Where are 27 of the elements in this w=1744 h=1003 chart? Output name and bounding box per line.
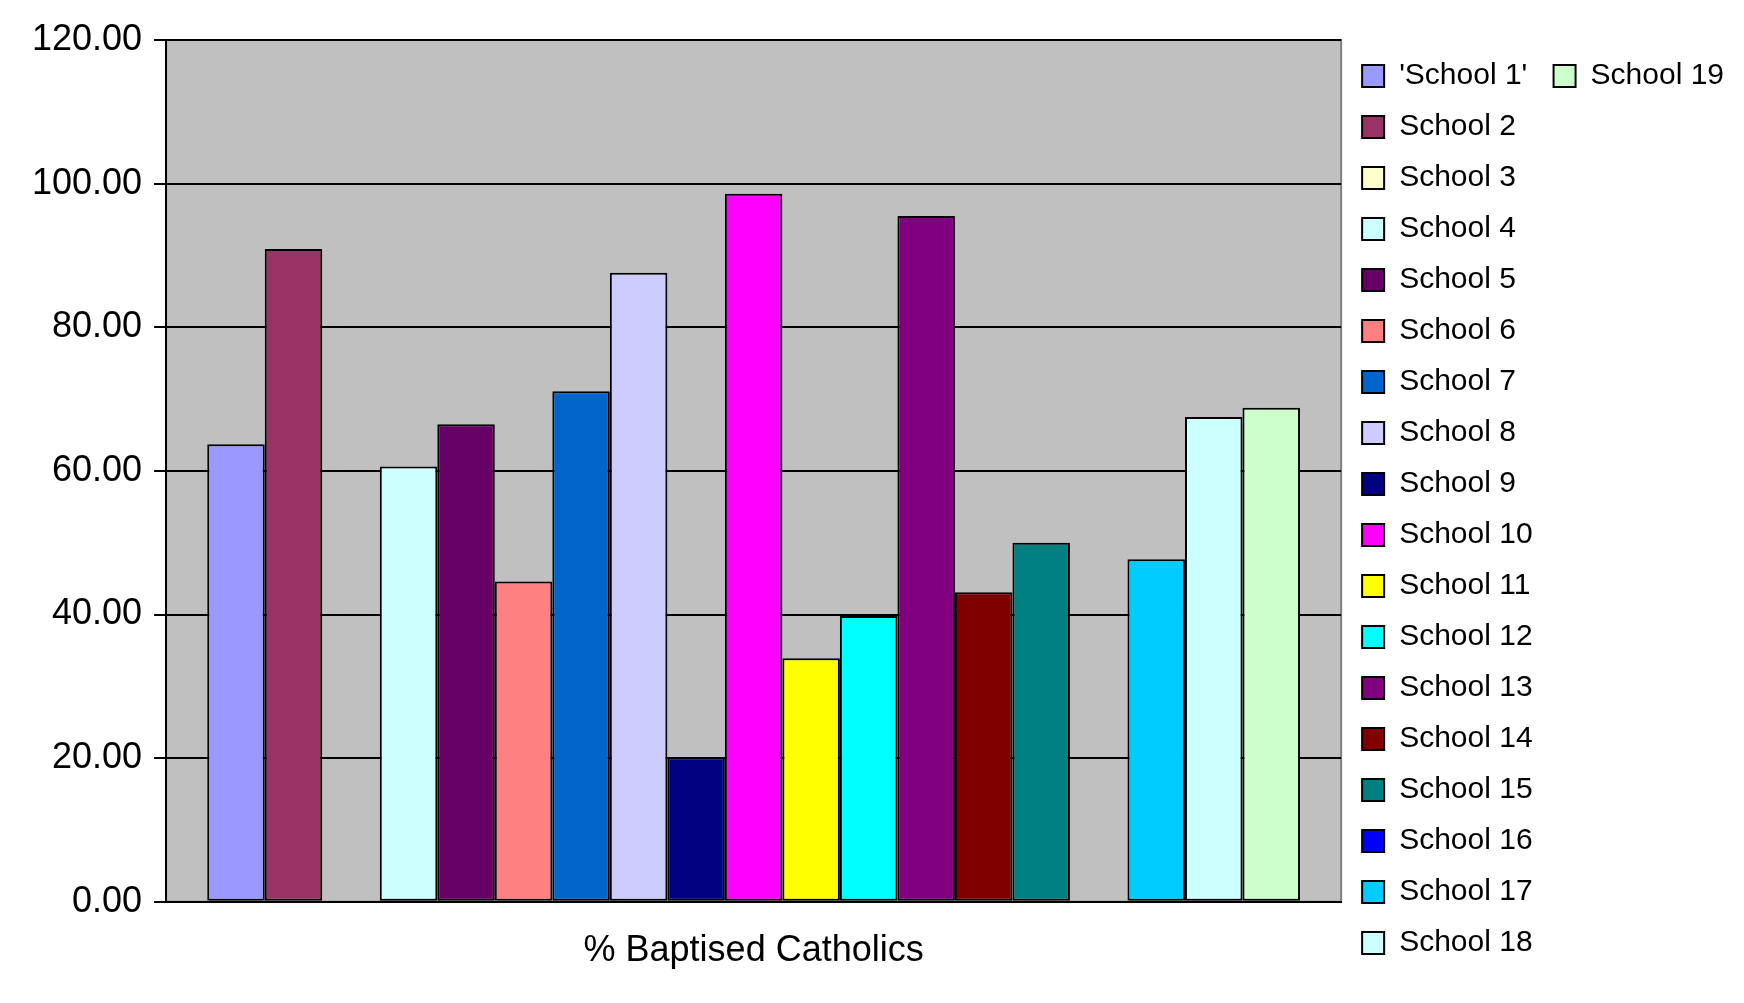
legend-label: School 10: [1399, 516, 1533, 550]
legend-label: School 8: [1399, 414, 1516, 448]
legend-label: School 12: [1399, 618, 1533, 652]
legend-label: School 19: [1590, 57, 1724, 91]
legend-label: School 9: [1399, 465, 1516, 499]
legend-label: School 16: [1399, 822, 1533, 856]
y-tick-label: 40.00: [52, 591, 143, 633]
legend-label: School 3: [1399, 159, 1516, 193]
legend-label: School 2: [1399, 108, 1516, 142]
y-tick-label: 0.00: [72, 878, 143, 920]
legend-label: School 5: [1399, 261, 1516, 295]
legend-label: School 6: [1399, 312, 1516, 346]
legend-label: School 15: [1399, 771, 1533, 805]
legend-label: School 4: [1399, 210, 1516, 244]
legend-label: School 18: [1399, 924, 1533, 958]
y-tick-label: 80.00: [52, 304, 143, 346]
legend-label: School 11: [1399, 567, 1531, 601]
legend-label: School 17: [1399, 873, 1533, 907]
legend-label: School 14: [1399, 720, 1533, 754]
y-tick-label: 120.00: [32, 16, 143, 58]
y-tick-label: 20.00: [52, 735, 143, 777]
y-tick-label: 60.00: [52, 447, 143, 489]
x-tick-label: % Baptised Catholics: [583, 928, 924, 970]
legend-label: School 7: [1399, 363, 1516, 397]
legend-label: School 13: [1399, 669, 1533, 703]
legend-label: 'School 1': [1399, 57, 1528, 91]
y-tick-label: 100.00: [32, 160, 143, 202]
